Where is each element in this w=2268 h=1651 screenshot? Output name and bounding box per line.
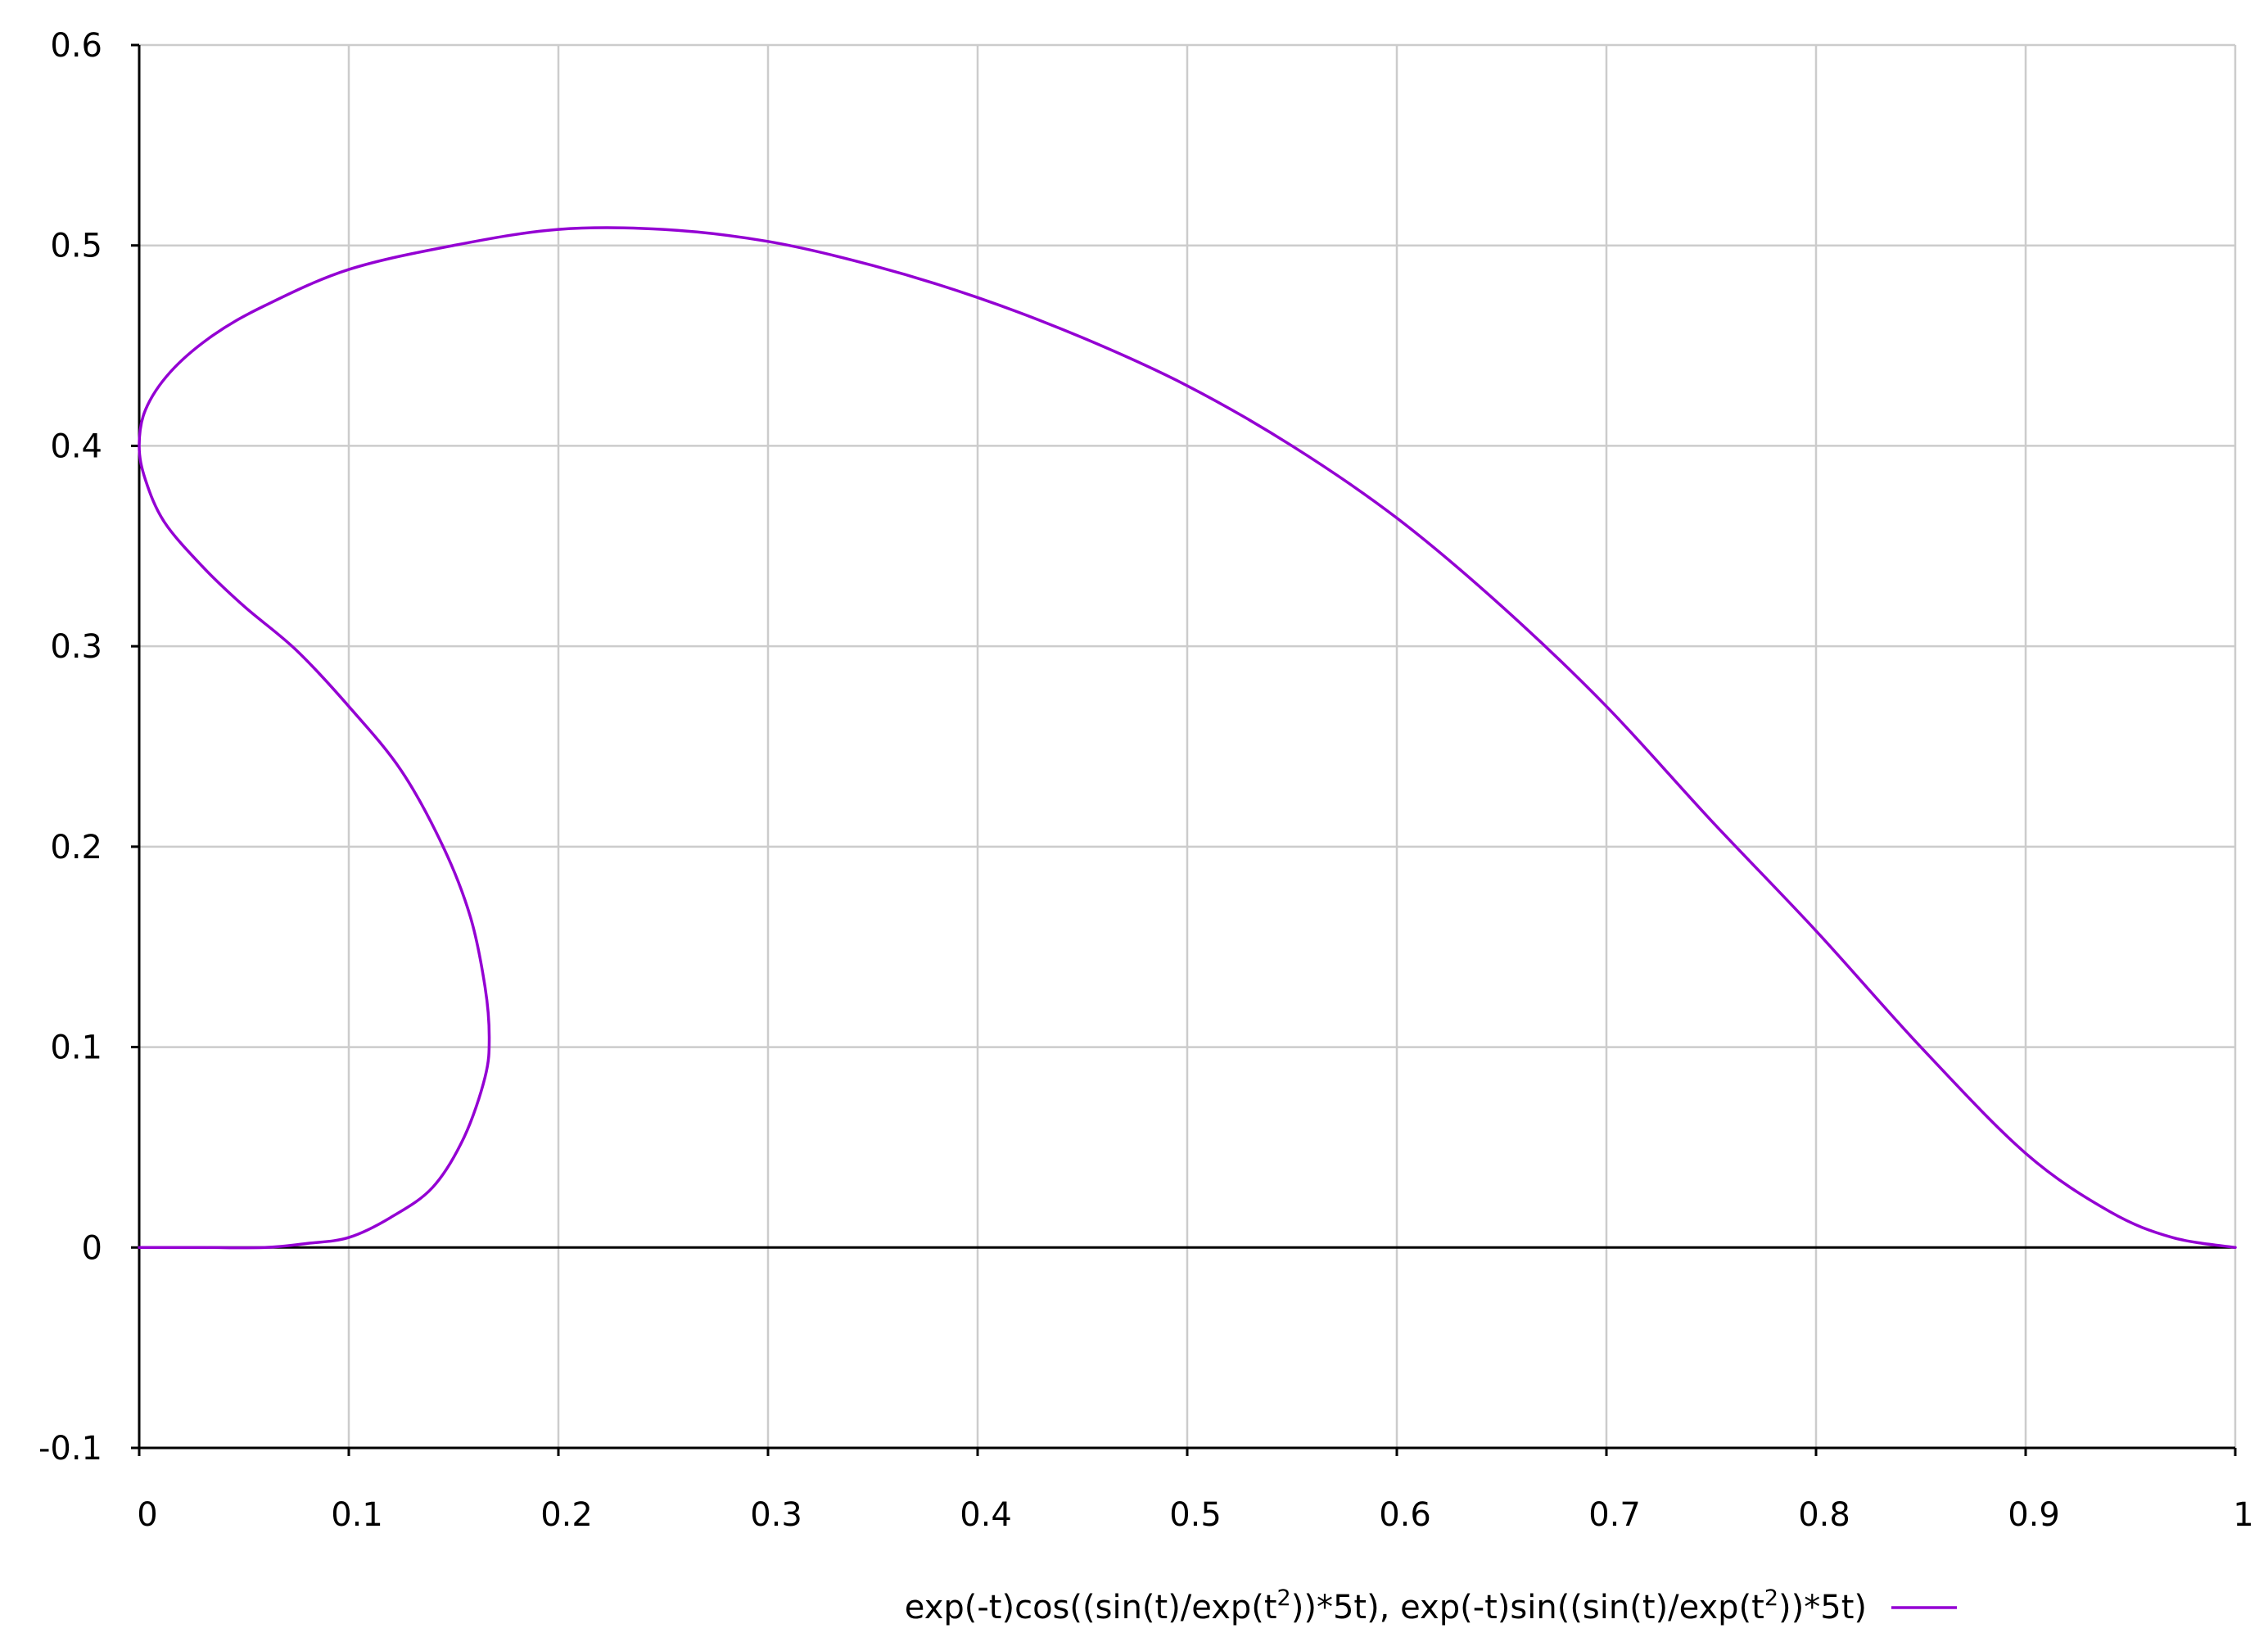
legend: exp(-t)cos((sin(t)/exp(t2))*5t), exp(-t)…: [905, 1585, 1957, 1626]
x-tick-label: 0.9: [2008, 1496, 2060, 1534]
x-tick-label: 0: [137, 1496, 157, 1534]
y-tick-label: -0.1: [38, 1430, 102, 1468]
x-tick-label: 0.3: [750, 1496, 802, 1534]
x-tick-label: 0.5: [1169, 1496, 1222, 1534]
x-tick-label: 1: [2233, 1496, 2253, 1534]
y-tick-label: 0.5: [50, 228, 102, 265]
x-tick-label: 0.8: [1798, 1496, 1850, 1534]
x-tick-label: 0.1: [331, 1496, 383, 1534]
tick-labels: -0.1 0 0.1 0.2 0.3 0.4 0.5 0.6 0 0.1 0.2 0.3 0.4 0.5 0…: [38, 27, 2254, 1534]
series-line: [138, 226, 2237, 1250]
y-tick-label: 0.4: [50, 427, 102, 465]
y-tick-label: 0.6: [50, 27, 102, 65]
y-tick-label: 0: [82, 1229, 102, 1267]
x-tick-label: 0.7: [1588, 1496, 1641, 1534]
x-tick-label: 0.6: [1379, 1496, 1431, 1534]
series-layer: [138, 226, 2237, 1250]
x-tick-label: 0.4: [960, 1496, 1012, 1534]
legend-label: exp(-t)cos((sin(t)/exp(t2))*5t), exp(-t)…: [905, 1585, 1867, 1626]
axes: [131, 43, 2237, 1456]
x-tick-label: 0.2: [540, 1496, 593, 1534]
y-tick-label: 0.2: [50, 829, 102, 866]
y-tick-label: 0.1: [50, 1029, 102, 1067]
y-tick-label: 0.3: [50, 628, 102, 666]
